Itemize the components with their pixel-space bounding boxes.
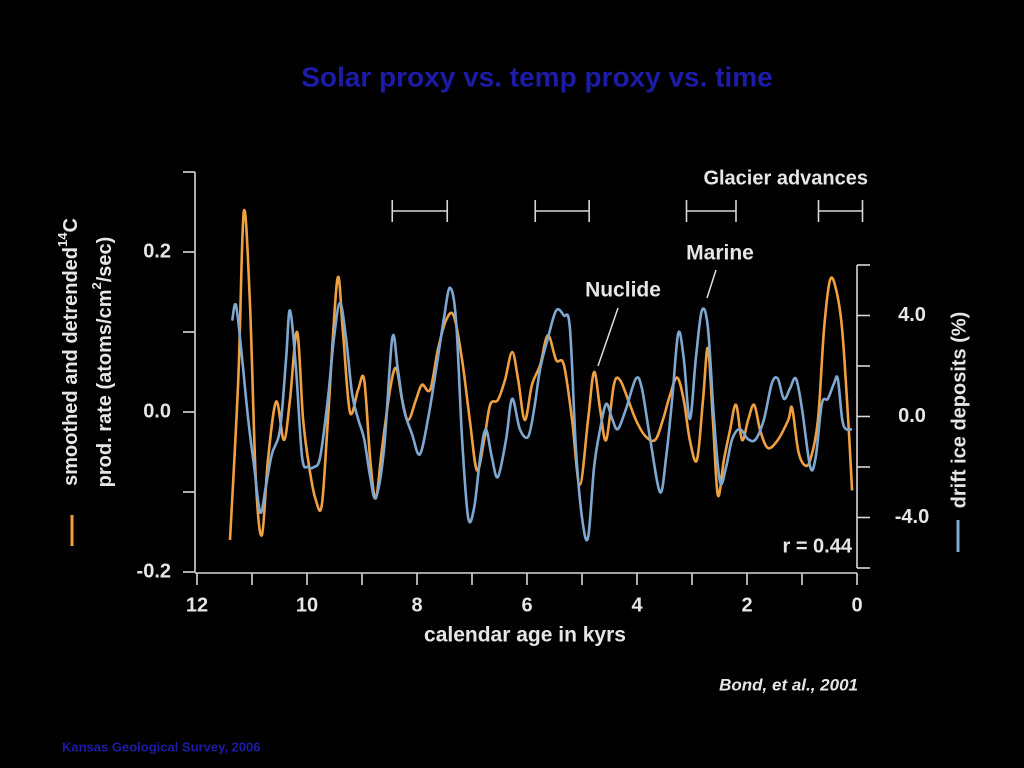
x-tick-label: 10 <box>296 594 318 616</box>
x-tick-label: 0 <box>851 594 862 616</box>
slide-title: Solar proxy vs. temp proxy vs. time <box>301 61 773 92</box>
x-tick-label: 4 <box>631 594 643 616</box>
x-axis-label: calendar age in kyrs <box>424 624 626 647</box>
y2-tick-label: 4.0 <box>898 304 926 326</box>
series-line <box>230 286 853 542</box>
y-axis-label-2: prod. rate (atoms/cm2/sec) <box>89 237 116 488</box>
correlation: r = 0.44 <box>782 535 852 557</box>
footer: Kansas Geological Survey, 2006 <box>62 739 260 754</box>
y2-tick-label: -4.0 <box>895 506 929 528</box>
x-tick-label: 6 <box>521 594 532 616</box>
x-tick-label: 8 <box>411 594 422 616</box>
marine-label: Marine <box>686 242 754 265</box>
y-tick-label: 0.2 <box>143 240 171 262</box>
glacier-bracket <box>534 200 590 222</box>
x-tick-label: 2 <box>741 594 752 616</box>
glacier-bracket <box>391 200 449 222</box>
series-line <box>228 208 854 541</box>
glacier-bracket <box>685 200 737 222</box>
nuclide-pointer <box>597 307 619 367</box>
y-axis-label-1: smoothed and detrended14C <box>55 218 82 486</box>
source: Bond, et al., 2001 <box>719 675 858 694</box>
x-tick-label: 12 <box>186 594 208 616</box>
marine-pointer <box>706 269 717 299</box>
glacier-bracket <box>817 200 864 222</box>
y2-axis-label: drift ice deposits (%) <box>948 312 970 509</box>
nuclide-label: Nuclide <box>585 279 661 302</box>
y-tick-label: 0.0 <box>143 400 171 422</box>
y2-tick-label: 0.0 <box>898 405 926 427</box>
glacier-label: Glacier advances <box>703 167 868 189</box>
y-tick-label: -0.2 <box>137 560 171 582</box>
